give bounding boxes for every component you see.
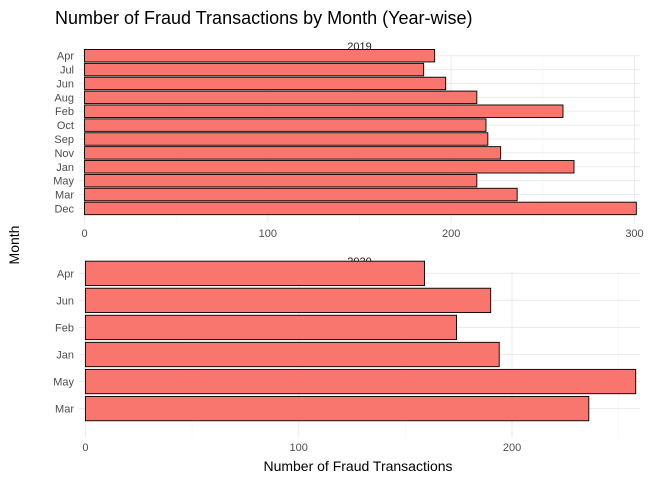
y-tick-label: Jul: [60, 65, 74, 77]
y-tick-label: Mar: [55, 404, 74, 416]
y-tick-label: Jun: [56, 78, 74, 90]
bar-2020-Apr: [84, 260, 426, 286]
x-tick-label: 100: [290, 442, 308, 454]
bar-2019-May: [84, 173, 478, 188]
y-tick-label: May: [53, 176, 74, 188]
facet-panel-2020: 2020AprJunFebJanMayMar0100200: [53, 256, 640, 454]
y-tick-label: Jun: [56, 295, 74, 307]
y-tick-label: Jan: [56, 162, 74, 174]
bar-2019-Nov: [84, 146, 502, 160]
facets: 2019AprJulJunAugFebOctSepNovJanMayMarDec…: [53, 41, 643, 454]
y-tick-label: Dec: [54, 203, 74, 215]
chart-title: Number of Fraud Transactions by Month (Y…: [55, 8, 473, 28]
y-tick-label: Nov: [54, 148, 74, 160]
bar-2019-Jan: [84, 160, 575, 174]
bar-2019-Mar: [84, 187, 518, 202]
bar-2019-Feb: [84, 104, 564, 118]
y-tick-label: Feb: [55, 322, 74, 334]
y-tick-label: May: [53, 377, 74, 389]
bar-2020-Jun: [84, 287, 492, 314]
x-tick-label: 100: [259, 228, 277, 240]
y-tick-label: Oct: [57, 120, 74, 132]
facet-panel-2019: 2019AprJulJunAugFebOctSepNovJanMayMarDec…: [53, 41, 643, 240]
bar-2019-Jul: [84, 62, 425, 77]
x-tick-label: 200: [503, 442, 521, 454]
y-tick-label: Apr: [57, 51, 74, 63]
bar-2020-Jan: [84, 341, 500, 368]
y-axis-title: Month: [6, 226, 22, 265]
y-tick-label: Apr: [57, 268, 74, 280]
x-tick-label: 0: [82, 442, 88, 454]
bar-2020-Mar: [84, 395, 590, 422]
bar-2020-Feb: [84, 314, 458, 341]
y-tick-label: Mar: [55, 190, 74, 202]
bar-2019-Sep: [84, 132, 489, 146]
y-tick-label: Jan: [56, 350, 74, 362]
bar-2019-Apr: [84, 48, 436, 63]
y-tick-label: Feb: [55, 106, 74, 118]
y-tick-label: Aug: [54, 92, 74, 104]
y-tick-label: Sep: [54, 134, 74, 146]
x-tick-label: 0: [81, 228, 87, 240]
bar-2019-Oct: [84, 118, 487, 132]
x-tick-label: 200: [442, 228, 460, 240]
x-tick-label: 300: [625, 228, 643, 240]
bar-2019-Aug: [84, 90, 478, 105]
x-axis-title: Number of Fraud Transactions: [263, 458, 452, 474]
bar-2019-Dec: [84, 201, 637, 216]
bar-2020-May: [84, 368, 637, 395]
bar-2019-Jun: [84, 76, 447, 91]
